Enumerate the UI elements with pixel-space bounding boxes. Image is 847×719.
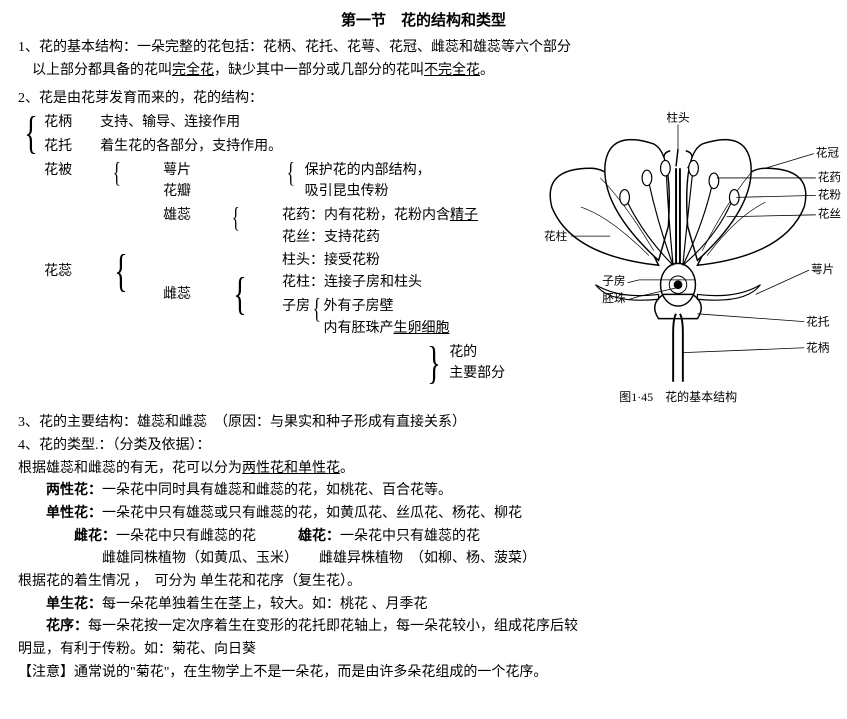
brace-icon: { (313, 296, 321, 324)
flower-figure: 柱头 花冠 花药 花粉 花丝 萼片 子房 胚珠 花托 花柄 花柱 图1·45 花… (508, 110, 847, 406)
dansheng-line: 单生花：每一朵花单独着生在茎上，较大。如：桃花 、月季花 (18, 594, 829, 616)
label: 雌花： (74, 529, 116, 544)
main-part-b: 主要部分 (449, 363, 505, 385)
cihua-xionghua-line: 雌花：一朵花中只有雌蕊的花 雄花：一朵花中只有雄蕊的花 (18, 526, 829, 548)
item1-line2: 以上部分都具备的花叫完全花，缺少其中一部分或几部分的花叫不完全花。 (32, 60, 829, 82)
item4-line1: 根据雄蕊和雌蕊的有无，花可以分为两性花和单性花。 (18, 458, 829, 480)
brace-icon: { (428, 342, 441, 383)
outline-huasi: 花丝：支持花药 (282, 227, 478, 249)
outline-zifang-b: 内有胚珠产 (323, 321, 393, 336)
underline-text: 精子 (450, 208, 478, 223)
huaxu-line-b: 明显，有利于传粉。如：菊花、向日葵 (18, 639, 829, 661)
underline-text: 完全花 (172, 63, 214, 78)
label: 两性花： (46, 483, 102, 498)
item3: 3、花的主要结构：雄蕊和雌蕊 （原因：与果实和种子形成有直接关系） (18, 412, 829, 434)
brace-icon: { (113, 160, 121, 188)
label-huasi: 花丝 (818, 208, 841, 221)
text: 。 (480, 63, 494, 78)
page-title: 第一节 花的结构和类型 (18, 10, 829, 33)
text: ，缺少其中一部分或几部分的花叫 (214, 63, 424, 78)
outline-huazhu: 花柱：连接子房和柱头 (282, 272, 478, 294)
outline-huayao: 花药：内有花粉，花粉内含 (282, 208, 450, 223)
brace-icon: { (115, 250, 128, 291)
label: 花序： (46, 619, 88, 634)
tongzhu-line: 雌雄同株植物（如黄瓜、玉米） 雌雄异株植物 （如柳、杨、菠菜） (18, 548, 829, 570)
text: 每一朵花单独着生在茎上，较大。如：桃花 、月季花 (102, 597, 428, 612)
outline-zifang-a: 外有子房壁 (323, 296, 449, 318)
flower-diagram-svg: 柱头 花冠 花药 花粉 花丝 萼片 子房 胚珠 花托 花柄 花柱 (513, 110, 843, 382)
label-epian: 萼片 (811, 263, 834, 276)
text: 一朵花中只有雌蕊的花 (116, 529, 256, 544)
outline-huabei: 花被 (44, 160, 108, 203)
structure-outline: { 花柄 支持、输导、连接作用 花托 着生花的各部分，支持作用。 花被 { 萼片… (18, 110, 480, 341)
text: 通常说的"菊花"，在生物学上不是一朵花，而是由许多朵花组成的一个花序。 (74, 665, 547, 680)
outline-huaban: 花瓣 (163, 184, 191, 199)
brace-icon: { (24, 112, 37, 153)
label-huazhu: 花柱 (544, 229, 568, 243)
label-huayao: 花药 (818, 171, 841, 184)
text: 一朵花中同时具有雄蕊和雌蕊的花，如桃花、百合花等。 (102, 483, 452, 498)
underline-text: 生卵细胞 (393, 321, 449, 336)
note-label: 【注意】 (18, 665, 74, 680)
item4-header: 4、花的类型.：（分类及依据）： (18, 435, 829, 457)
item2-header: 2、花是由花芽发育而来的，花的结构： (18, 88, 829, 110)
figure-caption: 图1·45 花的基本结构 (508, 388, 847, 407)
outline-cirui: 雌蕊 (163, 250, 227, 339)
huaxu-line-a: 花序：每一朵花按一定次序着生在变形的花托即花轴上，每一朵花较小，组成花序后较 (18, 616, 829, 638)
outline-xiongrui: 雄蕊 (163, 205, 227, 248)
brace-icon: { (234, 273, 247, 314)
outline-epian-desc: 保护花的内部结构， (305, 160, 478, 182)
text: 根据雄蕊和雌蕊的有无，花可以分为 (18, 461, 242, 476)
outline-huaban-desc: 吸引昆虫传粉 (305, 181, 478, 203)
text: 每一朵花按一定次序着生在变形的花托即花轴上，每一朵花较小，组成花序后较 (88, 619, 578, 634)
outline-epian: 萼片 (163, 163, 191, 178)
text: 。 (340, 461, 354, 476)
label-peizhu: 胚珠 (602, 291, 626, 305)
label-zhutou: 柱头 (667, 111, 690, 125)
danxing-line: 单性花：一朵花中只有雄蕊或只有雌蕊的花，如黄瓜花、丝瓜花、杨花、柳花 (18, 503, 829, 525)
label: 单性花： (46, 506, 102, 521)
label-zifang: 子房 (602, 275, 625, 288)
outline-zifang: 子房 (282, 296, 310, 318)
underline-text: 不完全花 (424, 63, 480, 78)
text: 一朵花中只有雄蕊或只有雌蕊的花，如黄瓜花、丝瓜花、杨花、柳花 (102, 506, 522, 521)
text: 以上部分都具备的花叫 (32, 63, 172, 78)
label-huafen: 花粉 (818, 189, 842, 202)
item4-line2: 根据花的着生情况 ， 可分为 单生花和花序（复生花）。 (18, 571, 829, 593)
label-huatuo: 花托 (806, 315, 830, 329)
label-huabing: 花柄 (806, 342, 830, 355)
note-line: 【注意】通常说的"菊花"，在生物学上不是一朵花，而是由许多朵花组成的一个花序。 (18, 662, 829, 684)
brace-icon: { (287, 160, 295, 188)
underline-text: 两性花和单性花 (242, 461, 340, 476)
outline-zhutou: 柱头：接受花粉 (282, 250, 478, 272)
brace-icon: { (232, 205, 240, 233)
outline-huabing: 花柄 支持、输导、连接作用 (44, 112, 282, 134)
outline-huarui: 花蕊 (44, 205, 108, 339)
liangxing-line: 两性花：一朵花中同时具有雄蕊和雌蕊的花，如桃花、百合花等。 (18, 480, 829, 502)
text: 一朵花中只有雄蕊的花 (340, 529, 480, 544)
label-huaguan: 花冠 (816, 147, 840, 160)
label: 雄花： (298, 529, 340, 544)
outline-huatuo: 花托 着生花的各部分，支持作用。 (44, 136, 282, 158)
label: 单生花： (46, 597, 102, 612)
main-part-a: 花的 (449, 342, 505, 364)
item1-line1: 1、花的基本结构：一朵完整的花包括：花柄、花托、花萼、花冠、雌蕊和雄蕊等六个部分 (18, 37, 829, 59)
